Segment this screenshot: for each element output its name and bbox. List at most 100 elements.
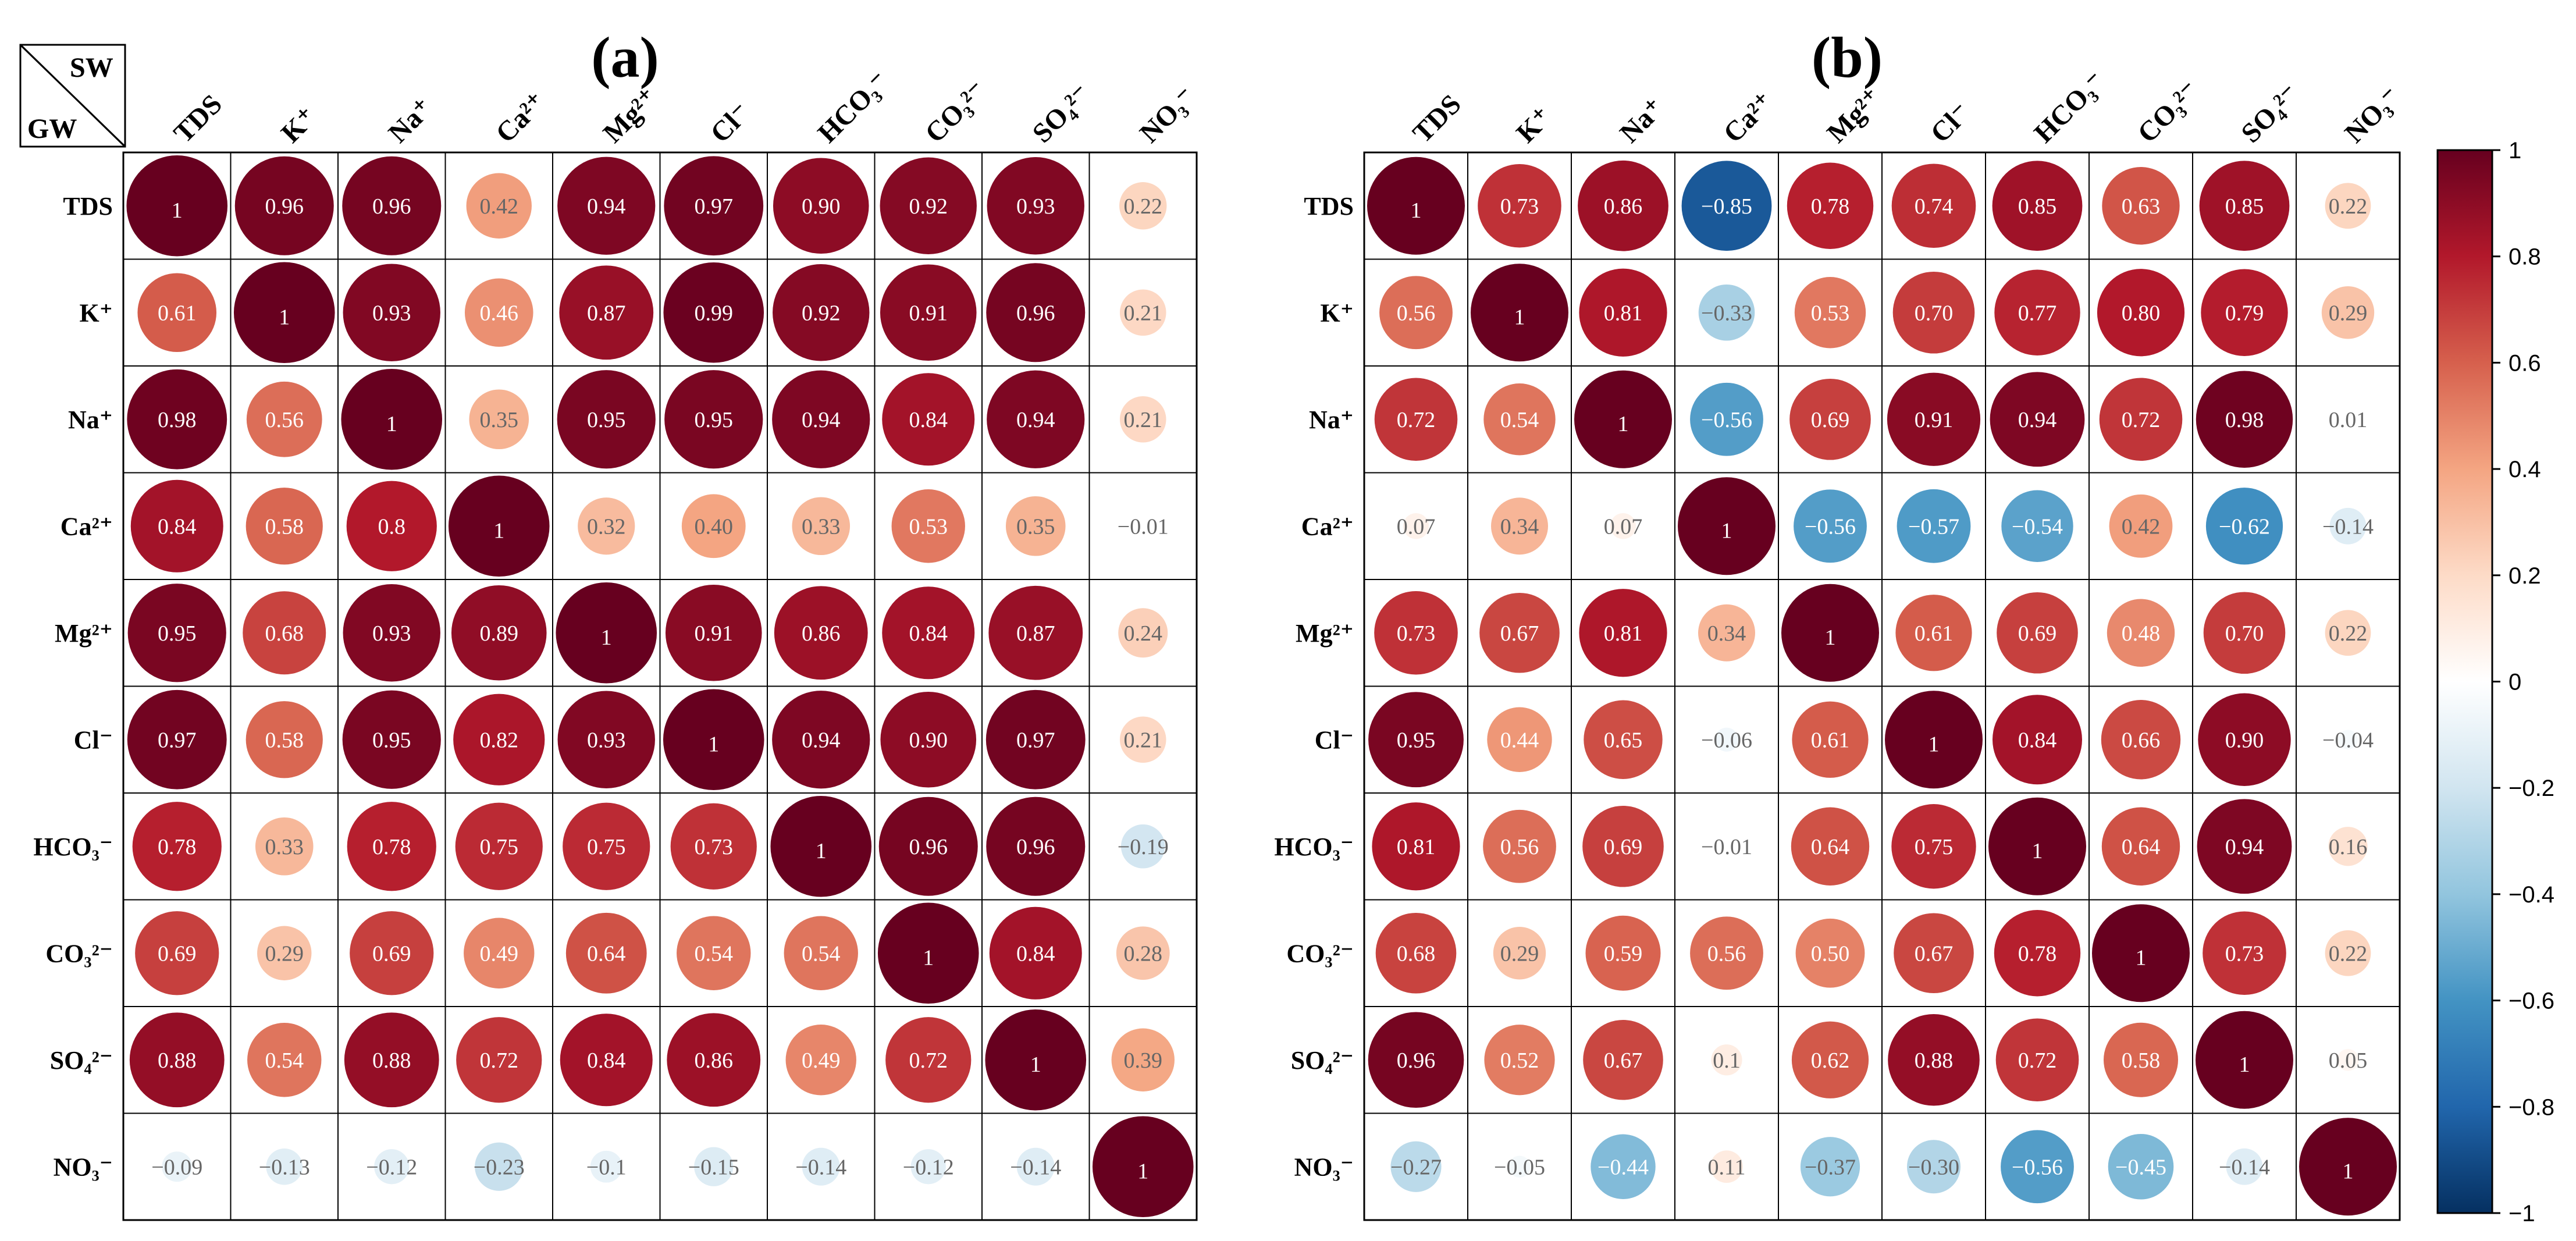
correlation-circle <box>987 157 1084 255</box>
correlation-value: −0.37 <box>1805 1155 1856 1179</box>
correlation-value: 0.64 <box>587 941 626 966</box>
correlation-circle <box>772 370 870 468</box>
correlation-value: 0.99 <box>695 301 734 325</box>
correlation-value: 0.87 <box>587 301 626 325</box>
correlation-value: −0.44 <box>1597 1155 1649 1179</box>
correlation-circle <box>2325 610 2371 656</box>
correlation-circle <box>1119 716 1166 763</box>
correlation-circle <box>1111 1028 1175 1091</box>
correlation-circle <box>342 156 442 255</box>
correlation-circle <box>1374 591 1458 675</box>
correlation-value: 0.42 <box>480 194 519 219</box>
correlation-value: 0.73 <box>695 835 734 859</box>
correlation-value: 0.75 <box>1915 835 1954 859</box>
correlation-value: 0.85 <box>2225 194 2264 219</box>
correlation-value: 1 <box>2136 945 2147 970</box>
correlation-circle <box>1493 927 1546 980</box>
correlation-value: −0.54 <box>2012 514 2063 539</box>
correlation-circle <box>557 157 656 255</box>
correlation-circle <box>1005 496 1066 556</box>
correlation-circle <box>455 802 543 890</box>
correlation-circle <box>665 584 762 681</box>
correlation-value: 0.29 <box>265 941 304 966</box>
correlation-value: 0.94 <box>802 408 841 432</box>
correlation-circle <box>1907 1140 1961 1194</box>
correlation-value: 0.05 <box>2329 1048 2368 1073</box>
correlation-circle <box>2001 490 2073 562</box>
correlation-circle <box>1478 163 1561 248</box>
correlation-value: 0.65 <box>1604 728 1643 752</box>
colorbar-tick-label: 0.6 <box>2509 350 2541 376</box>
correlation-value: −0.30 <box>1908 1155 1959 1179</box>
correlation-value: 0.48 <box>2122 621 2161 646</box>
correlation-circle <box>1403 513 1429 539</box>
correlation-circle <box>1579 268 1667 357</box>
correlation-value: 1 <box>1825 625 1836 650</box>
correlation-circle <box>135 911 219 995</box>
colorbar-tick-label: −1 <box>2509 1201 2535 1226</box>
correlation-circle <box>2338 730 2358 750</box>
correlation-circle <box>882 586 975 680</box>
correlation-circle <box>663 689 764 791</box>
correlation-circle <box>1891 163 1976 248</box>
correlation-circle <box>2198 693 2291 786</box>
correlation-value: −0.56 <box>2012 1155 2063 1179</box>
correlation-circle <box>1119 182 1167 230</box>
correlation-value: 0.22 <box>2329 621 2368 646</box>
correlation-value: 0.01 <box>2329 408 2368 432</box>
correlation-circle <box>677 916 751 990</box>
correlation-circle <box>1678 477 1776 575</box>
correlation-value: 0.91 <box>909 301 948 325</box>
correlation-circle <box>451 585 547 681</box>
correlation-circle <box>1698 284 1755 341</box>
correlation-value: 0.90 <box>2225 728 2264 752</box>
row-label: K⁺ <box>80 298 113 327</box>
row-label: Mg²⁺ <box>1296 619 1354 648</box>
correlation-circle <box>1120 824 1165 869</box>
correlation-circle <box>2226 1148 2263 1185</box>
correlation-circle <box>1888 1014 1980 1106</box>
colorbar-tick-label: −0.8 <box>2509 1094 2554 1120</box>
correlation-circle <box>1016 1147 1055 1186</box>
row-label: Na⁺ <box>1309 406 1354 434</box>
correlation-circle <box>792 497 851 556</box>
correlation-circle <box>2205 488 2283 565</box>
correlation-value: 0.33 <box>265 835 304 859</box>
correlation-circle <box>2108 1133 2174 1200</box>
correlation-value: 0.93 <box>587 728 626 752</box>
correlation-circle <box>453 694 545 785</box>
correlation-circle <box>2001 1130 2074 1204</box>
colorbar-tick-label: 0.2 <box>2509 563 2541 589</box>
correlation-circle <box>878 796 978 896</box>
correlation-value: 0.22 <box>2329 941 2368 966</box>
correlation-value: 0.90 <box>802 194 841 219</box>
correlation-circle <box>266 1148 303 1185</box>
correlation-circle <box>989 906 1082 1000</box>
correlation-circle <box>1690 916 1763 990</box>
correlation-circle <box>681 494 746 559</box>
colorbar-tick-label: −0.4 <box>2509 882 2554 908</box>
correlation-circle <box>1483 809 1556 883</box>
corner-label-sw: SW <box>70 52 113 83</box>
correlation-value: 0.72 <box>480 1048 519 1073</box>
colorbar-tick-label: −0.2 <box>2509 776 2554 801</box>
correlation-value: 0.58 <box>265 728 304 752</box>
correlation-value: 0.97 <box>158 728 197 752</box>
correlation-circle <box>882 373 975 466</box>
correlation-value: 0.40 <box>695 514 734 539</box>
row-label: Na⁺ <box>68 406 113 434</box>
correlation-value: 0.49 <box>480 941 519 966</box>
correlation-value: −0.14 <box>2219 1155 2270 1179</box>
correlation-value: 0.94 <box>802 728 841 752</box>
correlation-value: 0.42 <box>2122 514 2161 539</box>
correlation-value: 0.07 <box>1604 514 1643 539</box>
correlation-circle <box>245 488 323 565</box>
correlation-value: 0.1 <box>1713 1048 1741 1073</box>
correlation-circle <box>2101 700 2181 780</box>
correlation-value: 0.86 <box>1604 194 1643 219</box>
correlation-value: 0.21 <box>1124 728 1163 752</box>
correlation-value: 1 <box>1030 1052 1041 1077</box>
correlation-circle <box>802 1147 840 1186</box>
row-label: SO₄²⁻ <box>1291 1046 1354 1075</box>
correlation-value: 0.29 <box>1500 941 1539 966</box>
